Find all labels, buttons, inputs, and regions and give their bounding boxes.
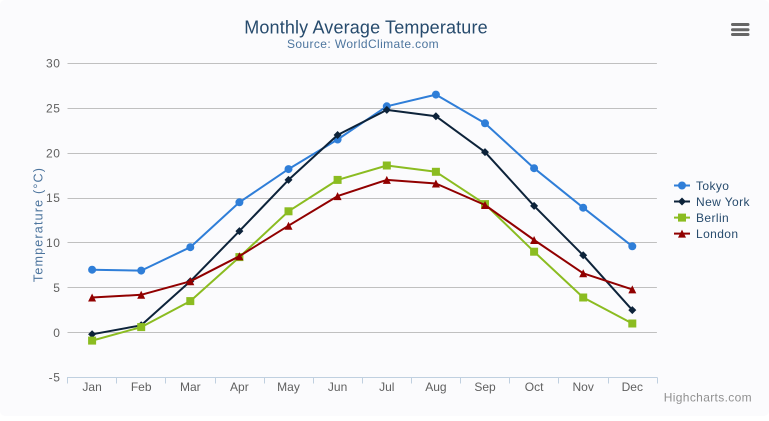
svg-text:New York: New York: [696, 195, 750, 209]
svg-text:Tokyo: Tokyo: [696, 179, 729, 193]
svg-text:Apr: Apr: [230, 380, 249, 394]
svg-text:Nov: Nov: [573, 380, 594, 394]
svg-text:Source: WorldClimate.com: Source: WorldClimate.com: [287, 37, 439, 51]
svg-text:30: 30: [46, 57, 61, 71]
svg-text:Oct: Oct: [525, 380, 544, 394]
svg-text:5: 5: [53, 281, 60, 295]
svg-text:Highcharts.com: Highcharts.com: [664, 390, 752, 404]
svg-text:Sep: Sep: [474, 380, 496, 394]
svg-text:-5: -5: [49, 371, 61, 385]
svg-text:Jul: Jul: [379, 380, 394, 394]
svg-text:Feb: Feb: [131, 380, 152, 394]
svg-text:Monthly Average Temperature: Monthly Average Temperature: [244, 18, 488, 38]
svg-text:Jan: Jan: [82, 380, 101, 394]
svg-text:15: 15: [46, 191, 61, 205]
svg-text:0: 0: [53, 326, 60, 340]
svg-text:10: 10: [46, 236, 61, 250]
svg-text:London: London: [696, 227, 738, 241]
svg-text:Jun: Jun: [328, 380, 347, 394]
svg-text:Dec: Dec: [622, 380, 643, 394]
svg-text:Temperature (°C): Temperature (°C): [32, 167, 46, 282]
svg-text:25: 25: [46, 101, 61, 115]
svg-text:May: May: [277, 380, 300, 394]
svg-text:Mar: Mar: [180, 380, 201, 394]
svg-text:Berlin: Berlin: [696, 211, 729, 225]
svg-text:Aug: Aug: [425, 380, 446, 394]
svg-text:20: 20: [46, 146, 61, 160]
